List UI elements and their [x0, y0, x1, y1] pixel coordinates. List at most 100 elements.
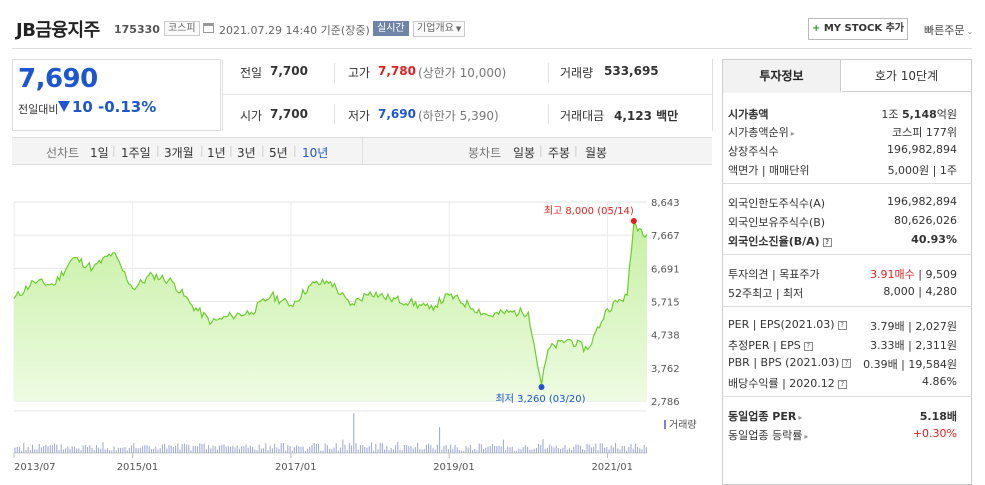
- period-1w[interactable]: 1주일: [121, 146, 151, 160]
- help-icon[interactable]: ?: [803, 342, 813, 351]
- market-cap-number: 5,148: [901, 108, 937, 121]
- stats-col-divider: [548, 104, 549, 124]
- cap-rank-value: 코스피 177위: [892, 126, 957, 139]
- help-icon[interactable]: ?: [837, 321, 847, 330]
- foreign-ratio-text: 외국인소진율(B/A): [728, 235, 820, 248]
- max-label: 최고 8,000 (05/14): [544, 205, 634, 217]
- caret-right-icon: ▸: [804, 432, 809, 441]
- price-area: [14, 223, 647, 401]
- prev-close-label: 전일: [240, 66, 263, 80]
- market-cap-label: 시가총액: [728, 108, 769, 121]
- add-mystock-label: MY STOCK 추가: [823, 23, 905, 34]
- trade-amount-value: 4,123 백만: [614, 109, 679, 123]
- low-label: 저가: [348, 109, 371, 123]
- panel-divider: [722, 183, 972, 184]
- period-1y[interactable]: 1년: [207, 146, 226, 160]
- candle-weekly[interactable]: 주봉: [548, 146, 571, 160]
- period-divider: [362, 138, 363, 164]
- est-per-text: 추정PER | EPS: [728, 339, 801, 352]
- trade-amount-label: 거래대금: [560, 109, 605, 123]
- y-tick-label: 5,715: [651, 298, 680, 309]
- high-value: 7,780: [378, 64, 416, 78]
- plus-icon: +: [811, 23, 821, 34]
- separator: |: [229, 144, 233, 157]
- stats-col-divider: [548, 63, 549, 83]
- header-divider: [12, 48, 972, 49]
- separator: |: [200, 144, 204, 157]
- volume-legend-swatch: [664, 420, 666, 429]
- candle-monthly[interactable]: 월봉: [585, 146, 608, 160]
- sector-change-text: 동일업종 등락률: [728, 429, 803, 442]
- shares-label: 상장주식수: [728, 145, 779, 158]
- upper-limit: (상한가 10,000): [418, 66, 507, 80]
- help-icon[interactable]: ?: [837, 380, 847, 389]
- quick-order-dropdown[interactable]: 빠른주문 ⌄: [924, 22, 973, 38]
- foreign-limit-label: 외국인한도주식수(A): [728, 197, 826, 210]
- volume-legend-label: 거래량: [669, 419, 697, 431]
- company-info-dropdown[interactable]: 기업개요 ▼: [413, 21, 466, 37]
- sector-per-value: 5.18배: [919, 410, 957, 423]
- price-line: [13, 223, 648, 386]
- open-value: 7,700: [270, 107, 308, 121]
- change-label: 전일대비: [18, 103, 59, 116]
- realtime-badge[interactable]: 실시간: [373, 21, 409, 36]
- change-percent: -0.13%: [98, 98, 157, 116]
- opinion-label: 투자의견 | 목표주가: [728, 268, 820, 281]
- prev-close-value: 7,700: [270, 64, 308, 78]
- period-1d[interactable]: 1일: [90, 146, 109, 160]
- foreign-hold-value: 80,626,026: [894, 214, 957, 227]
- per-eps-text: PER | EPS(2021.03): [728, 318, 835, 331]
- stats-row-divider: [222, 94, 712, 95]
- cap-rank-text: 시가총액순위: [728, 126, 789, 139]
- cap-rank-label[interactable]: 시가총액순위 ▸: [728, 124, 795, 140]
- price-chart-svg: 8,643 7,667 6,691 5,715 4,738 3,762 2,786 최고 8…: [13, 198, 697, 473]
- separator: |: [293, 144, 297, 157]
- chevron-down-icon: ⌄: [966, 27, 974, 36]
- shares-value: 196,982,894: [887, 143, 957, 156]
- company-info-label: 기업개요: [417, 23, 454, 34]
- dividend-label[interactable]: 배당수익률 | 2020.12?: [728, 375, 847, 391]
- tab-hoga-10[interactable]: 호가 10단계: [842, 60, 971, 92]
- current-price: 7,690: [18, 64, 98, 94]
- face-value-label: 액면가 | 매매단위: [728, 164, 810, 177]
- period-5y[interactable]: 5년: [269, 146, 288, 160]
- price-chart[interactable]: 8,643 7,667 6,691 5,715 4,738 3,762 2,786 최고 8…: [12, 165, 712, 485]
- down-arrow-icon: [58, 101, 70, 112]
- y-tick-label: 2,786: [651, 397, 680, 408]
- est-per-label[interactable]: 추정PER | EPS?: [728, 337, 813, 353]
- min-marker: [538, 384, 545, 390]
- dropdown-caret-icon: ▼: [455, 25, 462, 33]
- sector-per-label[interactable]: 동일업종 PER ▸: [728, 408, 802, 424]
- add-mystock-button[interactable]: + MY STOCK 추가: [808, 18, 908, 40]
- sector-change-label[interactable]: 동일업종 등락률 ▸: [728, 427, 808, 443]
- period-3y[interactable]: 3년: [237, 146, 256, 160]
- open-label: 시가: [240, 109, 263, 123]
- low-value: 7,690: [378, 107, 416, 121]
- market-badge: 코스피: [164, 21, 200, 36]
- x-tick-label: 2021/01: [591, 462, 633, 473]
- candle-daily[interactable]: 일봉: [513, 146, 536, 160]
- panel-divider: [722, 306, 972, 307]
- pbr-bps-label[interactable]: PBR | BPS (2021.03)?: [728, 356, 852, 369]
- volume-label: 거래량: [560, 66, 594, 80]
- y-tick-label: 4,738: [651, 331, 680, 342]
- max-marker: [630, 218, 637, 224]
- per-eps-label[interactable]: PER | EPS(2021.03)?: [728, 318, 847, 331]
- period-3m[interactable]: 3개월: [164, 146, 194, 160]
- sector-per-text: 동일업종 PER: [728, 410, 797, 423]
- separator: |: [156, 144, 160, 157]
- help-icon[interactable]: ?: [842, 359, 852, 368]
- opinion-rating: 3.91매수: [870, 268, 915, 281]
- foreign-ratio-label[interactable]: 외국인소진율(B/A)?: [728, 233, 832, 249]
- lower-limit: (하한가 5,390): [418, 109, 499, 123]
- tab-invest-info[interactable]: 투자정보: [723, 60, 841, 92]
- foreign-hold-label: 외국인보유주식수(B): [728, 216, 826, 229]
- foreign-limit-value: 196,982,894: [887, 195, 957, 208]
- opinion-value: 3.91매수 | 9,509: [870, 266, 957, 282]
- period-10y[interactable]: 10년: [302, 146, 329, 160]
- range-52w-value: 8,000 | 4,280: [883, 285, 957, 298]
- help-icon[interactable]: ?: [822, 238, 832, 247]
- x-tick-label: 2017/01: [275, 462, 317, 473]
- separator: |: [261, 144, 265, 157]
- candle-chart-label: 봉차트: [468, 146, 502, 160]
